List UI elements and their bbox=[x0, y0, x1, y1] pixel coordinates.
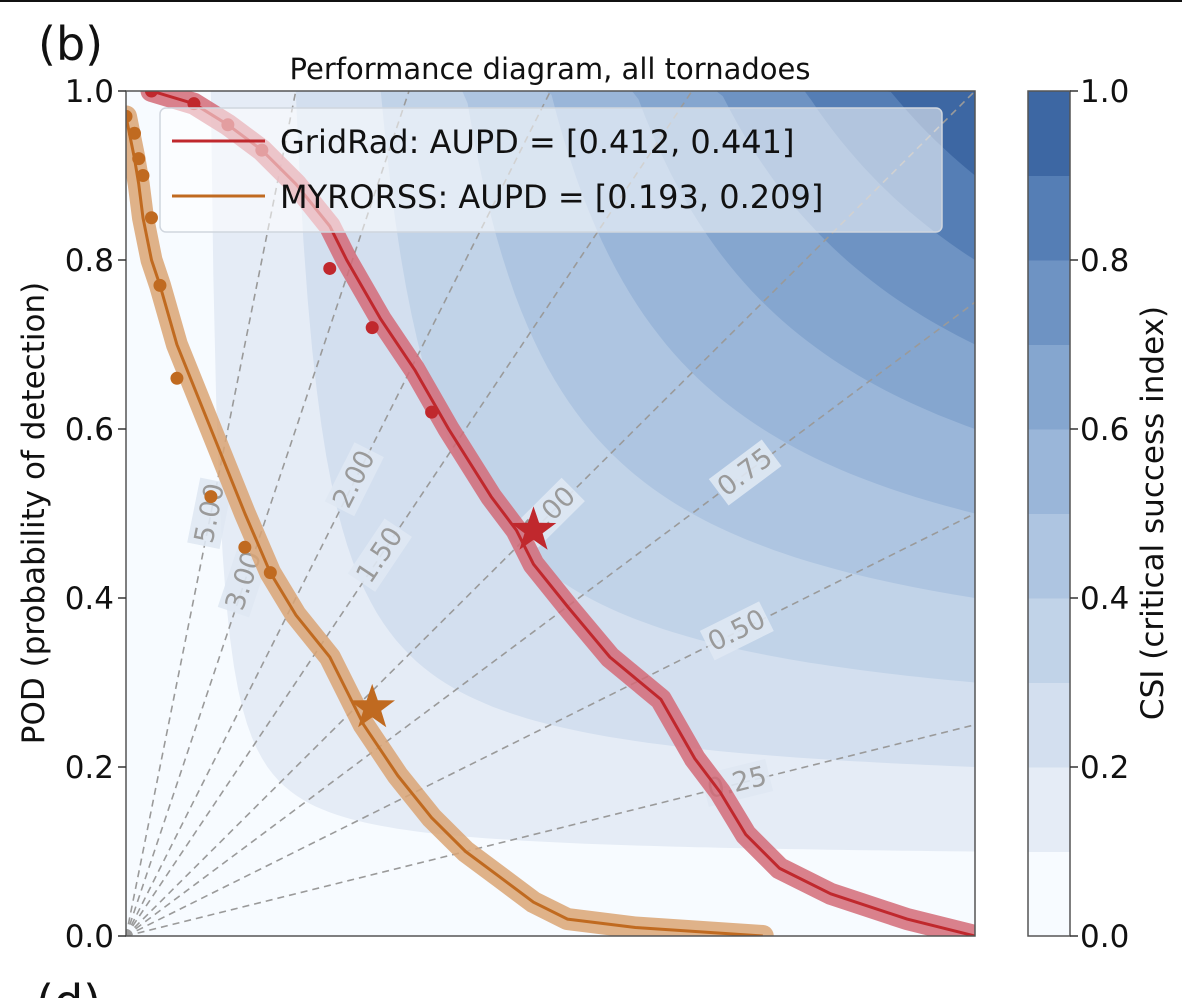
y-tick-label: 0.0 bbox=[65, 919, 114, 955]
colorbar-segment bbox=[1028, 513, 1070, 599]
csi-band bbox=[444, 91, 975, 936]
legend-entry-myrorss: MYRORSS: AUPD = [0.193, 0.209] bbox=[280, 178, 823, 216]
colorbar-tick-label: 1.0 bbox=[1080, 74, 1129, 110]
colorbar-ticks: 0.0 0.2 0.4 0.6 0.8 1.0 bbox=[1070, 74, 1129, 955]
colorbar-segment bbox=[1028, 851, 1070, 937]
top-border bbox=[0, 0, 1182, 2]
bias-line bbox=[126, 91, 410, 936]
colorbar-segment bbox=[1028, 767, 1070, 852]
y-axis-label: POD (probability of detection) bbox=[16, 282, 52, 744]
next-panel-label: (d) bbox=[36, 975, 101, 998]
data-point-gridrad bbox=[425, 405, 439, 419]
plot-area: 0.250.500.751.001.502.003.005.00 bbox=[126, 91, 975, 936]
bias-label-bg bbox=[187, 477, 233, 549]
series-line-myrorss bbox=[126, 116, 763, 936]
bias-label-bg bbox=[699, 601, 774, 661]
data-point-myrorss bbox=[170, 371, 184, 385]
colorbar-segment bbox=[1028, 344, 1070, 430]
y-tick-label: 0.2 bbox=[65, 750, 114, 786]
best-threshold-star-myrorss bbox=[349, 683, 395, 728]
data-point-gridrad bbox=[323, 261, 337, 275]
colorbar-tick-label: 0.6 bbox=[1080, 412, 1129, 448]
colorbar-segment bbox=[1028, 429, 1070, 514]
y-tick-label: 1.0 bbox=[65, 74, 114, 110]
data-point-gridrad bbox=[365, 321, 379, 335]
colorbar-label: CSI (critical success index) bbox=[1135, 306, 1171, 720]
best-threshold-star-gridrad bbox=[510, 506, 557, 550]
data-point-myrorss bbox=[132, 152, 146, 166]
bias-line bbox=[126, 91, 552, 936]
colorbar-segment bbox=[1028, 91, 1070, 176]
colorbar-segment bbox=[1028, 682, 1070, 768]
bias-label-bg bbox=[324, 442, 384, 517]
colorbar-tick-label: 0.8 bbox=[1080, 243, 1129, 279]
colorbar-segment bbox=[1028, 598, 1070, 683]
bias-line bbox=[126, 512, 975, 936]
data-point-gridrad bbox=[144, 91, 158, 98]
bias-label-bg bbox=[347, 518, 412, 592]
colorbar-tick-label: 0.0 bbox=[1080, 919, 1129, 955]
bias-line bbox=[126, 723, 975, 936]
data-point-myrorss bbox=[127, 126, 141, 140]
data-point-gridrad bbox=[187, 97, 201, 111]
data-point-myrorss bbox=[126, 109, 133, 123]
colorbar-frame bbox=[1027, 90, 1071, 937]
legend: GridRad: AUPD = [0.412, 0.441] MYRORSS: … bbox=[159, 107, 943, 233]
y-tick-label: 0.8 bbox=[65, 243, 114, 279]
data-point-myrorss bbox=[136, 169, 150, 182]
bias-line bbox=[126, 301, 975, 936]
chart-title: Performance diagram, all tornadoes bbox=[290, 52, 811, 86]
y-tick-label: 0.6 bbox=[65, 412, 114, 448]
bias-line bbox=[126, 91, 693, 936]
legend-entry-gridrad: GridRad: AUPD = [0.412, 0.441] bbox=[280, 123, 795, 161]
panel-label: (b) bbox=[38, 17, 103, 71]
y-tick-label: 0.4 bbox=[65, 581, 114, 617]
y-axis-ticks: 0.0 0.2 0.4 0.6 0.8 1.0 bbox=[65, 74, 126, 955]
data-point-myrorss bbox=[153, 278, 167, 292]
plot-frame bbox=[125, 90, 976, 937]
legend-box bbox=[159, 107, 943, 233]
colorbar-segment bbox=[1028, 260, 1070, 345]
data-point-myrorss bbox=[204, 490, 218, 504]
colorbar-tick-label: 0.4 bbox=[1080, 581, 1129, 617]
data-point-myrorss bbox=[263, 566, 277, 580]
data-point-myrorss bbox=[144, 211, 158, 225]
colorbar-tick-label: 0.2 bbox=[1080, 750, 1129, 786]
data-point-myrorss bbox=[238, 540, 252, 554]
colorbar bbox=[1028, 91, 1070, 937]
bias-label-bg bbox=[708, 439, 782, 506]
colorbar-segment bbox=[1028, 175, 1070, 261]
